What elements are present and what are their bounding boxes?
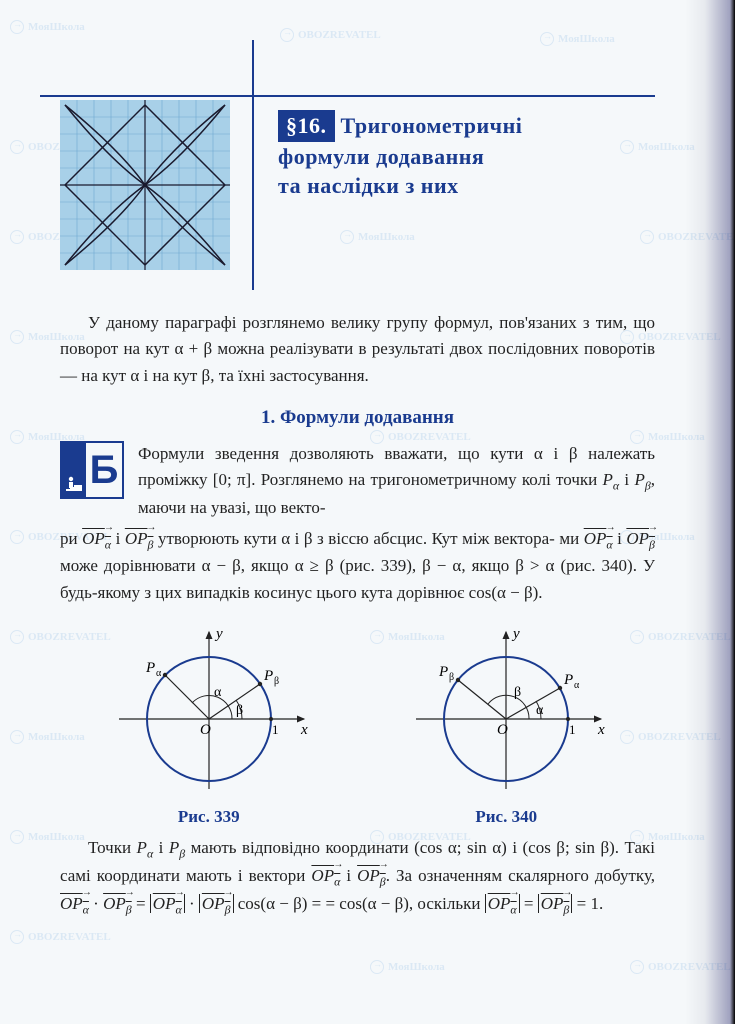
final-paragraph: Точки Pα і Pβ мають відповідно координат… — [60, 835, 655, 919]
title-line-3: та наслідки з них — [278, 173, 459, 198]
title-block: §16.Тригонометричні формули додавання та… — [248, 100, 522, 201]
svg-text:β: β — [274, 676, 279, 687]
section-header: §16.Тригонометричні формули додавання та… — [60, 100, 655, 270]
svg-text:P: P — [145, 660, 155, 676]
svg-text:1: 1 — [272, 722, 279, 737]
svg-text:O: O — [200, 722, 211, 738]
title-line-2: формули додавання — [278, 144, 484, 169]
figure-339: Pα Pβ α β O 1 x y Рис. 339 — [104, 624, 314, 827]
para-continued: ри OPα→ і OPβ→ утворюють кути α і β з ві… — [60, 526, 655, 607]
svg-text:β: β — [236, 703, 243, 718]
figure-340: Pβ Pα β α O 1 x y Рис. 340 — [401, 624, 611, 827]
svg-text:β: β — [514, 685, 521, 700]
svg-text:y: y — [511, 626, 520, 642]
svg-text:P: P — [438, 664, 448, 680]
level-b-letter: Б — [86, 443, 122, 497]
fig-339-caption: Рис. 339 — [104, 807, 314, 827]
figures-row: Pα Pβ α β O 1 x y Рис. 339 — [60, 624, 655, 827]
svg-text:O: O — [497, 722, 508, 738]
svg-text:α: α — [574, 680, 580, 691]
level-b-icon: Б — [60, 441, 124, 499]
level-b-block: Б Формули зведення дозволяють вважати, щ… — [60, 441, 655, 522]
intro-paragraph: У даному параграфі розглянемо велику гру… — [60, 310, 655, 389]
svg-text:α: α — [536, 703, 544, 718]
decorative-grid-figure — [60, 100, 230, 270]
svg-text:P: P — [563, 672, 573, 688]
section-badge: §16. — [278, 110, 335, 142]
svg-text:α: α — [156, 668, 162, 679]
title-line-1: Тригонометричні — [341, 113, 523, 138]
page-content: §16.Тригонометричні формули додавання та… — [0, 0, 735, 977]
subheading-1: 1. Формули додавання — [60, 407, 655, 429]
svg-text:P: P — [263, 668, 273, 684]
para-b-intro: Формули зведення дозволяють вважати, що … — [138, 441, 655, 522]
svg-text:α: α — [214, 685, 222, 700]
svg-text:β: β — [449, 672, 454, 683]
svg-text:y: y — [214, 626, 223, 642]
svg-text:1: 1 — [569, 722, 576, 737]
intro-text: У даному параграфі розглянемо велику гру… — [60, 313, 655, 385]
svg-text:x: x — [300, 722, 308, 738]
svg-text:x: x — [597, 722, 605, 738]
fig-340-caption: Рис. 340 — [401, 807, 611, 827]
page-binding-edge — [685, 0, 735, 1024]
